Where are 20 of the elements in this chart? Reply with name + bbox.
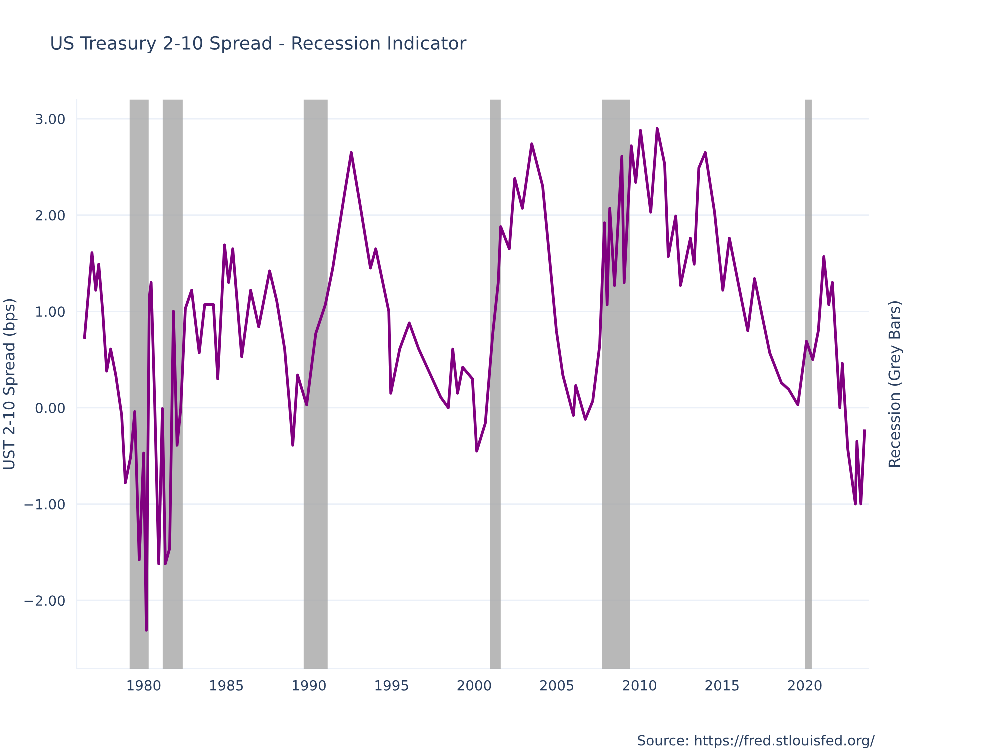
- y-tick-label: 1.00: [36, 306, 65, 318]
- x-tick-label: 1985: [210, 680, 244, 691]
- chart-title: US Treasury 2-10 Spread - Recession Indicator: [52, 36, 467, 54]
- y-tick-label: 0.00: [36, 402, 65, 414]
- source-note: Source: https://fred.stlouisfed.org/: [638, 735, 875, 748]
- y2-axis-title: Recession (Grey Bars): [888, 302, 904, 468]
- y-axis-title: UST 2-10 Spread (bps): [2, 299, 18, 470]
- x-tick-label: 1990: [293, 680, 326, 691]
- x-tick-label: 1995: [376, 680, 408, 691]
- x-tick-label: 2015: [706, 680, 739, 691]
- x-tick-label: 1980: [128, 680, 161, 691]
- y-tick-label: 2.00: [36, 210, 65, 221]
- y-tick-label: −2.00: [24, 596, 65, 606]
- x-tick-label: 2000: [458, 680, 492, 691]
- x-tick-label: 2020: [788, 680, 822, 691]
- x-tick-label: 2010: [623, 680, 657, 691]
- line-series: [83, 127, 866, 632]
- y-tick-label: 3.00: [36, 114, 65, 124]
- x-tick-label: 2005: [540, 680, 574, 691]
- y-tick-label: −1.00: [24, 499, 65, 510]
